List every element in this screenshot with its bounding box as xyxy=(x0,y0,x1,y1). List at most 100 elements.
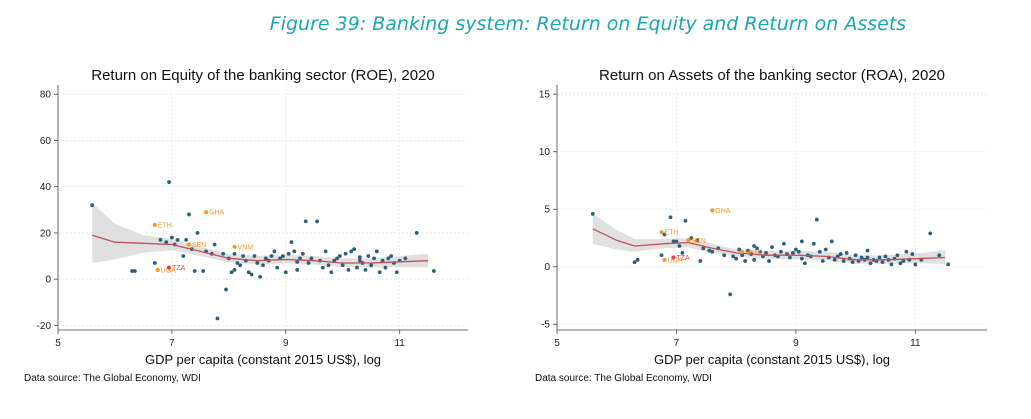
roe-chart-panel: Return on Equity of the banking sector (… xyxy=(20,60,490,400)
roa-data-point xyxy=(898,261,903,266)
roa-data-point xyxy=(865,248,870,253)
roa-confidence-band xyxy=(592,213,946,264)
roa-chart: Return on Assets of the banking sector (… xyxy=(539,67,987,367)
roe-data-point xyxy=(298,256,302,261)
roe-data-point xyxy=(340,263,345,268)
roa-highlight-point-sen xyxy=(686,238,691,243)
roa-data-point xyxy=(695,238,700,243)
roe-data-point xyxy=(357,255,362,260)
roe-y-tick-label: 0 xyxy=(45,275,51,286)
roa-data-point xyxy=(632,260,637,265)
roe-data-point xyxy=(295,268,300,272)
roa-data-point xyxy=(770,245,774,250)
roa-data-point xyxy=(883,254,888,259)
roe-highlight-point-vnm xyxy=(232,244,237,249)
roe-data-point xyxy=(275,265,280,270)
roe-data-point xyxy=(221,251,226,256)
roa-data-point xyxy=(701,246,706,251)
roe-data-point xyxy=(184,237,189,242)
roe-data-point xyxy=(283,270,288,275)
roe-data-point xyxy=(380,258,385,263)
roa-data-point xyxy=(743,259,748,263)
roa-highlight-label-uga: UGA xyxy=(668,257,684,264)
roa-data-point xyxy=(859,255,864,260)
roe-data-point xyxy=(152,261,157,265)
roa-data-point xyxy=(722,253,727,258)
roa-data-point xyxy=(910,252,915,256)
roa-highlight-point-uga xyxy=(662,257,667,262)
roe-data-point xyxy=(130,269,134,273)
roe-highlight-label-sen: SEN xyxy=(192,242,206,249)
roe-data-point xyxy=(215,316,220,321)
roe-data-source: Data source: The Global Economy, WDI xyxy=(24,373,201,384)
roe-chart: Return on Equity of the banking sector (… xyxy=(37,67,468,367)
roa-x-tick-label: 11 xyxy=(910,338,921,349)
roa-data-point xyxy=(680,251,685,255)
roe-x-tick-label: 9 xyxy=(283,338,289,349)
roe-fit-line xyxy=(92,234,429,264)
roa-chart-panel: Return on Assets of the banking sector (… xyxy=(530,60,1000,400)
roa-data-point xyxy=(793,247,798,252)
roe-data-point xyxy=(306,261,311,265)
roa-data-point xyxy=(740,253,745,258)
roa-data-point xyxy=(865,255,870,260)
roa-data-point xyxy=(802,261,807,266)
roa-data-point xyxy=(817,249,822,254)
roe-highlight-label-eth: ETH xyxy=(158,222,172,229)
roa-y-tick-label: -5 xyxy=(541,320,550,331)
roa-data-point xyxy=(853,253,858,258)
roa-data-point xyxy=(841,259,846,263)
roa-data-point xyxy=(823,247,828,252)
roe-highlight-label-gha: GHA xyxy=(209,210,225,217)
roe-data-point xyxy=(158,237,163,242)
roa-data-point xyxy=(734,256,739,261)
roa-chart-title: Return on Assets of the banking sector (… xyxy=(599,67,945,84)
roe-data-point xyxy=(363,268,368,272)
roe-x-tick-label: 7 xyxy=(169,338,175,349)
roa-data-point xyxy=(844,251,849,255)
roa-data-point xyxy=(946,262,951,267)
roe-data-point xyxy=(281,254,285,258)
roe-y-tick-label: 80 xyxy=(40,90,52,101)
roa-data-point xyxy=(880,260,885,265)
roe-data-point xyxy=(414,231,419,235)
roe-data-point xyxy=(255,261,260,265)
roa-data-point xyxy=(707,248,712,253)
roe-data-point xyxy=(329,270,334,275)
roe-y-tick-label: 40 xyxy=(40,182,52,193)
roe-data-point xyxy=(289,240,294,245)
roe-data-point xyxy=(394,270,399,275)
roe-data-point xyxy=(372,256,376,261)
roa-data-point xyxy=(820,259,825,263)
roa-data-point xyxy=(683,218,688,223)
roe-data-point xyxy=(346,268,351,272)
roe-data-point xyxy=(300,251,305,256)
roa-y-tick-label: 10 xyxy=(539,147,551,158)
roe-y-tick-label: 20 xyxy=(40,228,52,239)
roe-chart-title: Return on Equity of the banking sector (… xyxy=(91,67,435,84)
roa-data-point xyxy=(728,292,733,297)
roe-data-point xyxy=(383,265,388,270)
roa-highlight-label-gha: GHA xyxy=(715,208,731,215)
roa-highlight-point-vnm xyxy=(740,249,745,254)
roe-data-point xyxy=(352,247,357,252)
roa-data-point xyxy=(755,246,759,251)
roe-x-tick-label: 5 xyxy=(55,338,61,349)
roe-highlight-label-uga: UGA xyxy=(161,267,177,274)
roa-data-point xyxy=(937,253,942,258)
roa-highlight-label-sen: SEN xyxy=(691,238,705,245)
roe-highlight-point-gha xyxy=(203,210,209,215)
roe-data-point xyxy=(386,256,391,261)
roa-data-point xyxy=(710,249,715,254)
roa-data-point xyxy=(913,262,918,267)
roa-data-point xyxy=(889,262,894,267)
roa-data-point xyxy=(737,247,742,252)
roe-highlight-label-tza: TZA xyxy=(172,265,186,272)
roa-data-point xyxy=(877,255,882,260)
roa-highlight-label-tza: TZA xyxy=(676,255,690,262)
roa-data-point xyxy=(796,249,801,254)
roe-data-point xyxy=(181,254,186,258)
roe-data-point xyxy=(201,269,206,273)
roa-data-point xyxy=(746,248,751,253)
roa-y-tick-label: 15 xyxy=(539,90,551,101)
